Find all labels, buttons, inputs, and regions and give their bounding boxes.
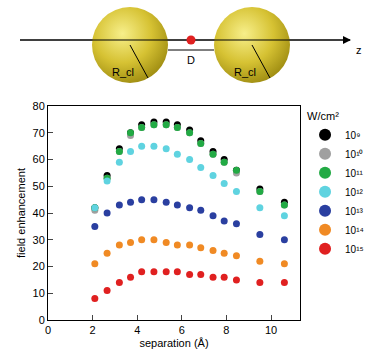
svg-text:50: 50 bbox=[33, 180, 45, 192]
svg-text:R_cl: R_cl bbox=[112, 66, 134, 78]
svg-text:10¹³: 10¹³ bbox=[345, 206, 363, 217]
svg-text:0: 0 bbox=[39, 314, 45, 326]
svg-text:8: 8 bbox=[223, 324, 229, 336]
svg-text:10¹⁴: 10¹⁴ bbox=[345, 225, 364, 236]
svg-text:10¹⁰: 10¹⁰ bbox=[345, 149, 363, 160]
svg-text:separation (Å): separation (Å) bbox=[139, 337, 208, 349]
svg-text:10: 10 bbox=[265, 324, 277, 336]
svg-text:z: z bbox=[356, 44, 362, 56]
svg-text:40: 40 bbox=[33, 207, 45, 219]
svg-text:10¹¹: 10¹¹ bbox=[345, 168, 363, 179]
svg-text:20: 20 bbox=[33, 260, 45, 272]
svg-text:70: 70 bbox=[33, 127, 45, 139]
svg-text:10¹⁵: 10¹⁵ bbox=[345, 244, 364, 255]
svg-text:4: 4 bbox=[134, 324, 140, 336]
svg-text:0: 0 bbox=[45, 324, 51, 336]
svg-text:60: 60 bbox=[33, 153, 45, 165]
svg-text:80: 80 bbox=[33, 100, 45, 112]
svg-text:D: D bbox=[187, 54, 195, 66]
svg-text:30: 30 bbox=[33, 234, 45, 246]
svg-text:10¹²: 10¹² bbox=[345, 187, 363, 198]
svg-text:R_cl: R_cl bbox=[234, 66, 256, 78]
svg-text:2: 2 bbox=[90, 324, 96, 336]
svg-text:10⁹: 10⁹ bbox=[345, 130, 360, 141]
svg-text:field enhancement: field enhancement bbox=[15, 168, 27, 258]
svg-text:W/cm²: W/cm² bbox=[307, 110, 339, 122]
svg-text:10: 10 bbox=[33, 287, 45, 299]
svg-text:6: 6 bbox=[179, 324, 185, 336]
